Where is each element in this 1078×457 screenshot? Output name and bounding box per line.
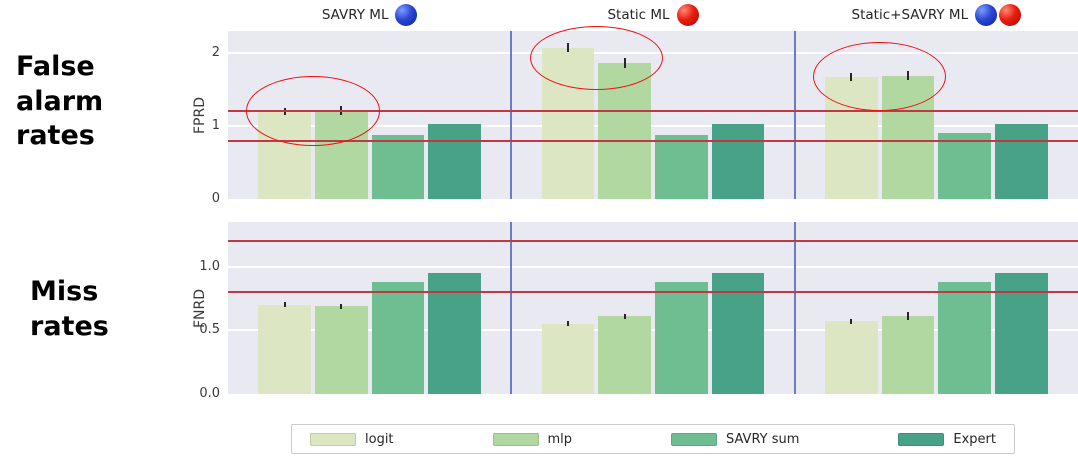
column-title-label: Static+SAVRY ML (851, 7, 969, 23)
group-divider-line (510, 31, 513, 199)
legend-swatch-icon (898, 432, 945, 446)
bar-logit (258, 304, 311, 394)
legend-swatch-icon (671, 432, 717, 446)
error-bar (623, 313, 626, 319)
bar-logit (541, 323, 595, 394)
error-bar (567, 321, 569, 327)
bar-mlp (598, 316, 651, 394)
bar-savry-sum (938, 133, 991, 199)
legend-label: logit (365, 431, 394, 447)
legend-label: mlp (547, 431, 573, 447)
bar-savry-sum (371, 281, 425, 394)
group-divider-line (793, 31, 796, 199)
group-divider-line (510, 222, 513, 394)
y-tick-label: 0.0 (199, 386, 220, 401)
error-bar (340, 303, 343, 309)
bar-expert (995, 123, 1048, 199)
y-tick-label: 0 (211, 191, 220, 206)
error-bar (850, 318, 853, 324)
row-label-miss-rates: Miss rates (30, 276, 109, 342)
bar-mlp (881, 316, 935, 394)
legend: logit mlp SAVRY sum Expert (291, 424, 1015, 454)
axes-fnrd (228, 222, 1078, 394)
y-tick-label: 0.5 (199, 322, 220, 338)
bar-savry-sum (655, 281, 708, 394)
bar-expert (428, 272, 481, 394)
bar-savry-sum (938, 281, 991, 394)
bar-logit (825, 321, 878, 394)
legend-swatch-icon (492, 432, 539, 446)
legend-label: SAVRY sum (726, 431, 800, 447)
gridline (228, 265, 1078, 268)
row-label-false-alarm-rates: False alarm rates (16, 51, 104, 152)
bar-expert (428, 123, 481, 199)
red-sphere-icon (676, 4, 699, 26)
bar-expert (711, 272, 765, 394)
gridline (228, 124, 1078, 127)
reference-line (228, 291, 1078, 294)
column-title-static-ml: Static ML (511, 2, 794, 28)
reference-line (228, 110, 1078, 113)
gridline (228, 329, 1078, 332)
y-tick-label: 1.0 (199, 258, 220, 274)
legend-swatch-icon (310, 432, 356, 446)
bar-savry-sum (371, 134, 425, 199)
y-tick-label: 1 (211, 117, 220, 133)
error-bar (907, 312, 909, 321)
group-divider-line (793, 222, 796, 394)
red-sphere-icon (999, 4, 1022, 26)
column-title-savry-ml: SAVRY ML (228, 2, 511, 28)
column-title-label: Static ML (607, 7, 670, 23)
column-title-label: SAVRY ML (321, 7, 389, 23)
bar-expert (711, 123, 765, 199)
reference-line (228, 240, 1078, 243)
legend-item-expert: Expert (898, 432, 996, 447)
column-titles: SAVRY ML Static ML Static+SAVRY ML (228, 2, 1078, 28)
error-bar (283, 302, 286, 308)
highlight-ellipse (246, 76, 380, 146)
legend-item-mlp: mlp (492, 431, 573, 447)
highlight-ellipse (529, 26, 663, 91)
bar-mlp (315, 306, 368, 394)
column-title-static-savry-ml: Static+SAVRY ML (795, 2, 1078, 28)
highlight-ellipse (813, 41, 947, 111)
y-tick-label: 2 (211, 44, 220, 60)
blue-sphere-icon (975, 4, 998, 26)
reference-line (228, 139, 1078, 142)
bar-expert (995, 272, 1048, 394)
legend-item-savry-sum: SAVRY sum (671, 432, 799, 447)
blue-sphere-icon (395, 4, 418, 26)
legend-label: Expert (953, 431, 996, 447)
y-axis-label-fnrd: FNRD (192, 288, 208, 328)
legend-item-logit: logit (310, 432, 394, 447)
axes-fprd (228, 26, 1078, 199)
bar-savry-sum (655, 134, 708, 199)
